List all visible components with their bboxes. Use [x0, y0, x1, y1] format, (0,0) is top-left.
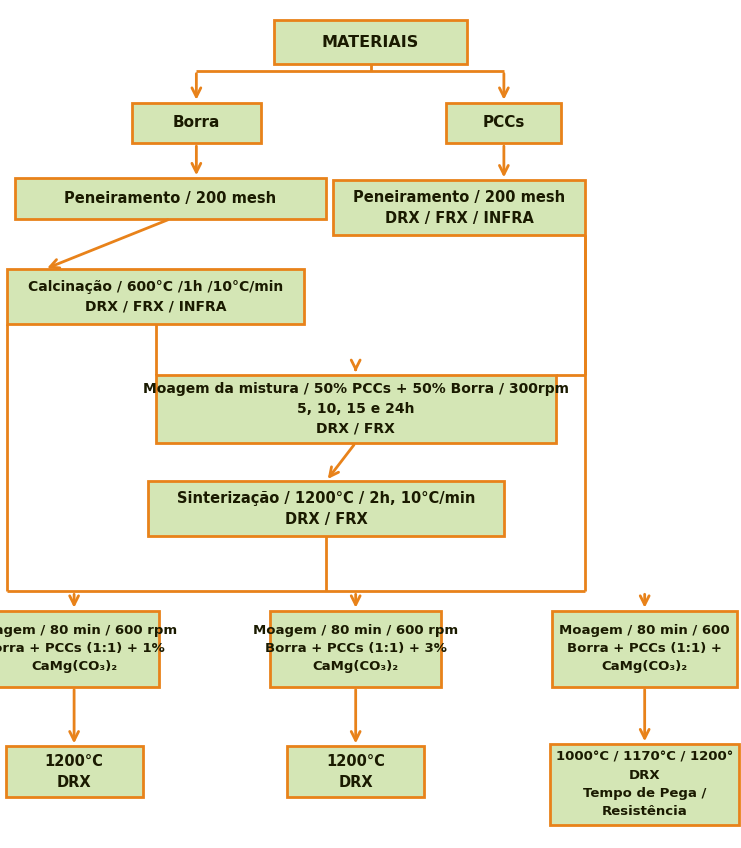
Text: Moagem da mistura / 50% PCCs + 50% Borra / 300rpm
5, 10, 15 e 24h
DRX / FRX: Moagem da mistura / 50% PCCs + 50% Borra…: [143, 382, 568, 435]
Text: 1200°C
DRX: 1200°C DRX: [44, 754, 104, 789]
Text: Calcinação / 600°C /1h /10°C/min
DRX / FRX / INFRA: Calcinação / 600°C /1h /10°C/min DRX / F…: [28, 280, 283, 314]
Text: Sinterização / 1200°C / 2h, 10°C/min
DRX / FRX: Sinterização / 1200°C / 2h, 10°C/min DRX…: [177, 491, 475, 527]
FancyBboxPatch shape: [6, 746, 142, 797]
Text: Moagem / 80 min / 600 rpm
Borra + PCCs (1:1) + 1%
CaMg(CO₃)₂: Moagem / 80 min / 600 rpm Borra + PCCs (…: [0, 624, 176, 673]
FancyBboxPatch shape: [333, 180, 585, 235]
Text: Borra: Borra: [173, 115, 220, 131]
Text: 1200°C
DRX: 1200°C DRX: [326, 754, 385, 789]
Text: Moagem / 80 min / 600 rpm
Borra + PCCs (1:1) + 3%
CaMg(CO₃)₂: Moagem / 80 min / 600 rpm Borra + PCCs (…: [253, 624, 458, 673]
Text: Moagem / 80 min / 600
Borra + PCCs (1:1) +
CaMg(CO₃)₂: Moagem / 80 min / 600 Borra + PCCs (1:1)…: [559, 624, 730, 673]
FancyBboxPatch shape: [552, 611, 737, 687]
FancyBboxPatch shape: [270, 611, 441, 687]
FancyBboxPatch shape: [15, 178, 326, 219]
FancyBboxPatch shape: [446, 103, 562, 143]
FancyBboxPatch shape: [274, 20, 467, 64]
FancyBboxPatch shape: [287, 746, 424, 797]
Text: PCCs: PCCs: [482, 115, 525, 131]
Text: 1000°C / 1170°C / 1200°
DRX
Tempo de Pega /
Resistência: 1000°C / 1170°C / 1200° DRX Tempo de Peg…: [556, 750, 734, 818]
FancyBboxPatch shape: [7, 269, 304, 325]
FancyBboxPatch shape: [156, 375, 556, 443]
Text: MATERIAIS: MATERIAIS: [322, 35, 419, 50]
FancyBboxPatch shape: [148, 481, 504, 536]
Text: Peneiramento / 200 mesh
DRX / FRX / INFRA: Peneiramento / 200 mesh DRX / FRX / INFR…: [353, 190, 565, 226]
FancyBboxPatch shape: [550, 745, 739, 824]
FancyBboxPatch shape: [132, 103, 262, 143]
FancyBboxPatch shape: [0, 611, 159, 687]
Text: Peneiramento / 200 mesh: Peneiramento / 200 mesh: [64, 191, 276, 206]
